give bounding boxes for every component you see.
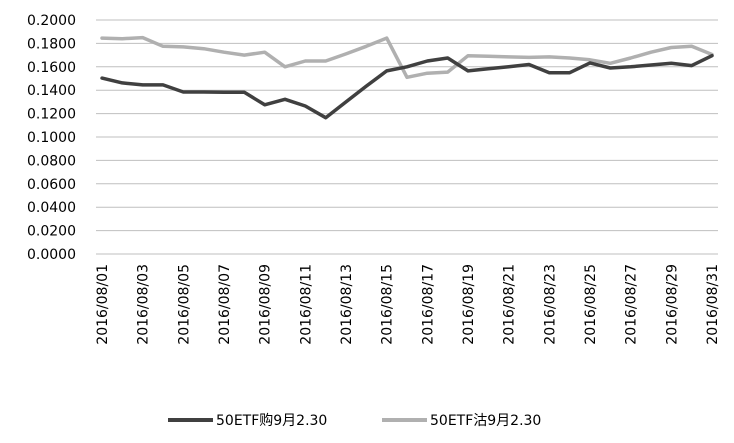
x-tick-label: 2016/08/29 <box>664 264 680 345</box>
x-tick-label: 2016/08/15 <box>380 264 396 345</box>
y-tick-label: 0.1000 <box>27 130 76 146</box>
x-tick-label: 2016/08/09 <box>258 264 274 345</box>
y-tick-label: 0.1800 <box>27 36 76 52</box>
x-tick-label: 2016/08/17 <box>420 264 436 345</box>
series-line-put <box>100 35 714 80</box>
legend-label-put: 50ETF沽9月2.30 <box>430 413 541 429</box>
x-axis-tick-labels: 2016/08/01 2016/08/03 2016/08/05 2016/08/07… <box>95 264 721 345</box>
y-tick-label: 0.0000 <box>27 247 76 263</box>
y-tick-label: 0.0200 <box>27 224 76 240</box>
x-tick-label: 2016/08/27 <box>624 264 640 345</box>
x-tick-label: 2016/08/25 <box>583 264 599 345</box>
y-tick-label: 0.0800 <box>27 153 76 169</box>
x-tick-label: 2016/08/19 <box>461 264 477 345</box>
x-tick-label: 2016/08/31 <box>705 264 721 345</box>
legend-label-call: 50ETF购9月2.30 <box>216 413 327 429</box>
x-tick-label: 2016/08/07 <box>217 264 233 345</box>
x-tick-label: 2016/08/03 <box>136 264 152 345</box>
y-tick-label: 0.1600 <box>27 60 76 76</box>
y-tick-label: 0.0400 <box>27 200 76 216</box>
y-tick-label: 0.1400 <box>27 83 76 99</box>
y-tick-label: 0.0600 <box>27 177 76 193</box>
x-tick-label: 2016/08/23 <box>542 264 558 345</box>
x-tick-label: 2016/08/01 <box>95 264 111 345</box>
x-tick-label: 2016/08/05 <box>176 264 192 345</box>
gridlines <box>96 19 718 255</box>
x-tick-label: 2016/08/21 <box>502 264 518 345</box>
legend: 50ETF购9月2.30 50ETF沽9月2.30 <box>168 413 541 429</box>
y-axis-tick-labels: 0.2000 0.1800 0.1600 0.1400 0.1200 0.1000 0.08… <box>27 13 76 263</box>
x-tick-label: 2016/08/11 <box>298 264 314 345</box>
x-tick-label: 2016/08/13 <box>339 264 355 345</box>
series-lines <box>100 35 714 120</box>
series-line-call <box>100 53 714 120</box>
y-tick-label: 0.2000 <box>27 13 76 29</box>
y-tick-label: 0.1200 <box>27 107 76 123</box>
